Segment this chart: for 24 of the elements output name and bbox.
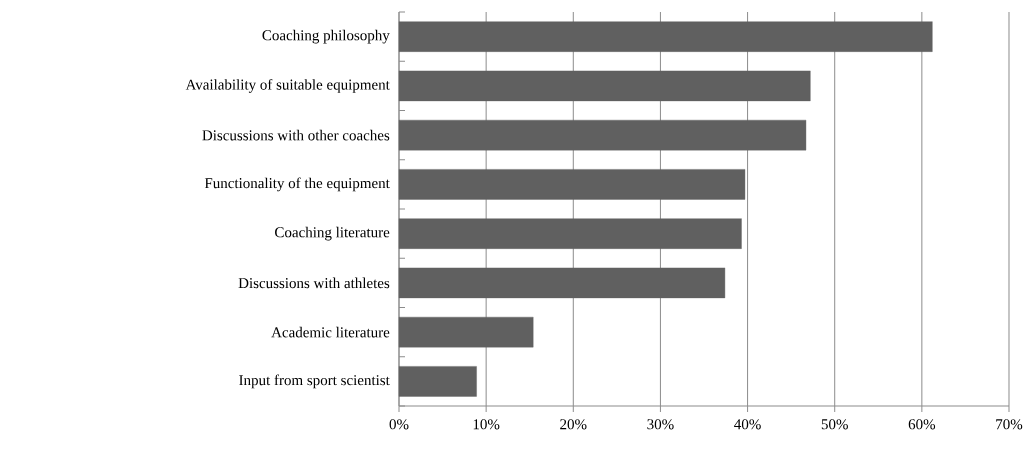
bar (398, 218, 742, 249)
bar (398, 267, 726, 299)
x-tick-label: 70% (996, 419, 1023, 430)
bar (398, 316, 534, 348)
x-tick-label: 50% (821, 419, 848, 430)
x-tick-label: 20% (560, 419, 587, 430)
y-tick-label: Coaching philosophy (262, 29, 390, 44)
bar (398, 119, 807, 151)
y-tick-label: Input from sport scientist (239, 374, 390, 389)
bar (398, 366, 477, 397)
x-tick-label: 30% (647, 419, 674, 430)
y-tick-label: Academic literature (271, 326, 390, 338)
bar (398, 70, 811, 102)
x-tick-label: 10% (473, 419, 500, 430)
x-tick-label: 40% (734, 419, 761, 430)
bar (398, 169, 746, 200)
x-tick-label: 0% (389, 419, 409, 430)
bar (398, 21, 933, 52)
y-tick-label: Functionality of the equipment (204, 177, 390, 192)
y-tick-label: Availability of suitable equipment (185, 78, 390, 93)
y-tick-label: Discussions with other coaches (202, 129, 390, 141)
y-tick-label: Discussions with athletes (238, 277, 390, 289)
x-tick-label: 60% (908, 419, 936, 430)
y-tick-label: Coaching literature (275, 226, 390, 241)
